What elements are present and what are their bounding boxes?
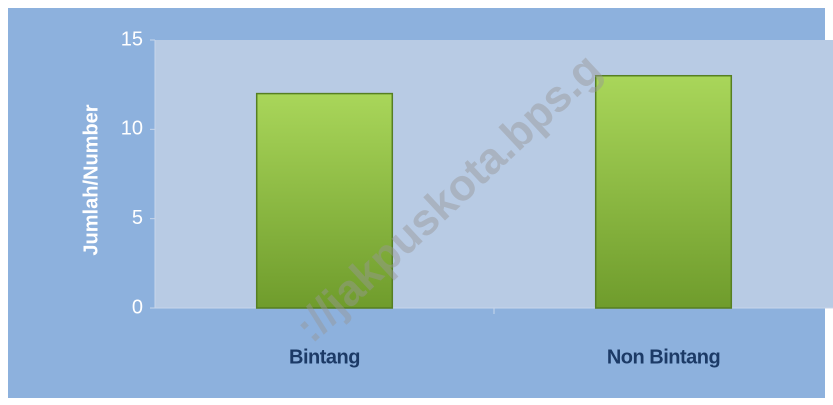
y-axis-label: Jumlah/Number [80, 104, 102, 255]
x-tick-label: Non Bintang [607, 346, 720, 368]
bar [594, 74, 733, 309]
bar [255, 92, 394, 309]
y-tick-label: 15 [121, 28, 143, 50]
y-tick-label: 5 [132, 207, 143, 229]
y-tick-label: 0 [132, 296, 143, 318]
y-tick-label: 10 [121, 118, 143, 140]
x-tick-label: Bintang [289, 346, 360, 368]
